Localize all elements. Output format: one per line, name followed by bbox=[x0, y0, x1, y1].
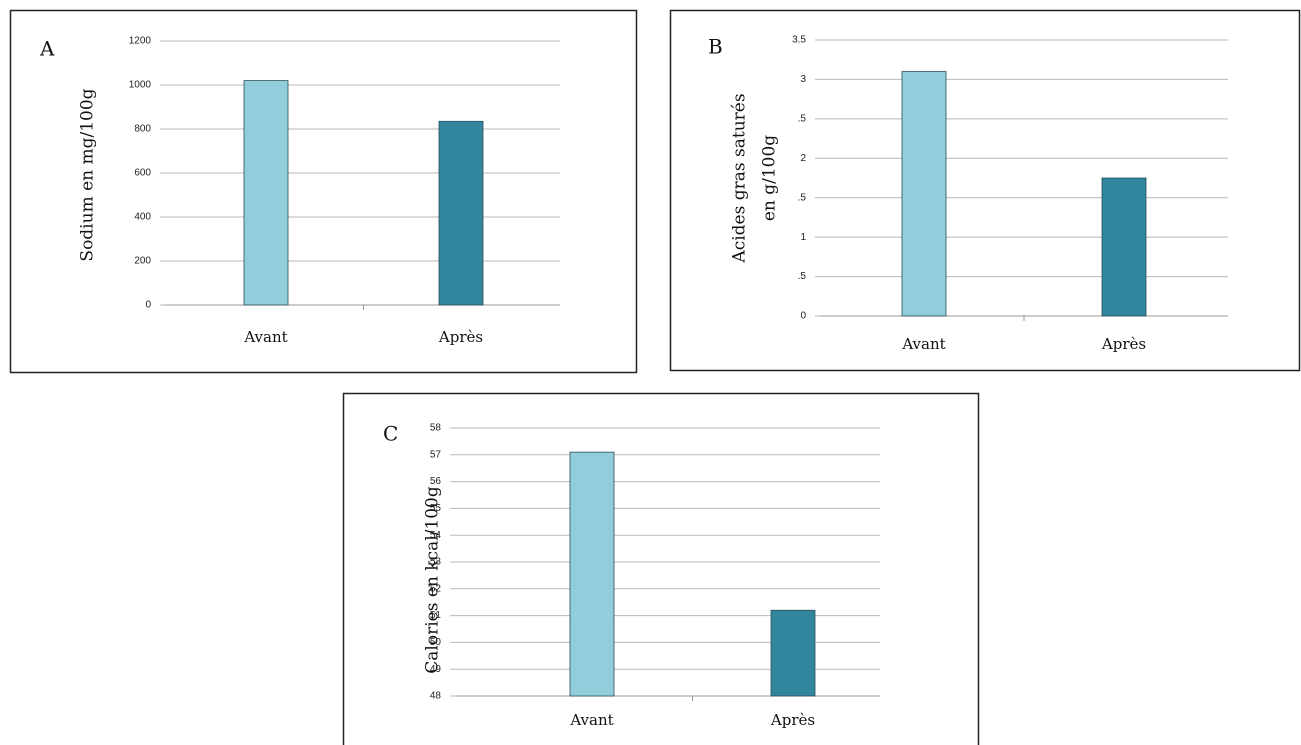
y-tick-label: 600 bbox=[134, 168, 151, 179]
y-tick-label: 58 bbox=[430, 423, 442, 434]
y-axis-label: en g/100g bbox=[760, 135, 780, 221]
bar bbox=[438, 120, 484, 306]
y-tick-label: 1200 bbox=[129, 36, 152, 47]
y-tick-label: 400 bbox=[134, 212, 151, 223]
y-tick-label: 3.5 bbox=[792, 35, 806, 46]
y-tick-label: 0 bbox=[145, 300, 151, 311]
y-tick-label: 49 bbox=[430, 664, 442, 675]
panel-frame bbox=[669, 9, 1301, 372]
bar bbox=[770, 609, 816, 697]
bar bbox=[1101, 177, 1147, 317]
panel-frame bbox=[342, 392, 980, 745]
y-tick-label: .5 bbox=[798, 113, 807, 124]
y-tick-label: 56 bbox=[430, 476, 442, 487]
x-tick-label: Avant bbox=[901, 335, 945, 353]
y-tick-label: 1 bbox=[800, 232, 806, 243]
y-tick-label: 48 bbox=[430, 691, 442, 702]
y-tick-label: 52 bbox=[430, 583, 442, 594]
bar bbox=[243, 80, 289, 306]
y-axis-label: Acides gras saturés bbox=[730, 93, 750, 263]
panel-frame bbox=[9, 9, 638, 374]
y-tick-label: 3 bbox=[800, 74, 806, 85]
x-tick-label: Après bbox=[1101, 335, 1146, 353]
x-tick-label: Après bbox=[438, 328, 483, 346]
bar bbox=[901, 71, 947, 317]
y-tick-label: 0 bbox=[800, 311, 806, 322]
y-tick-label: 2 bbox=[800, 153, 806, 164]
panel-label: B bbox=[708, 35, 723, 59]
y-tick-label: 800 bbox=[134, 124, 151, 135]
y-tick-label: 55 bbox=[430, 503, 442, 514]
y-tick-label: 200 bbox=[134, 256, 151, 267]
y-tick-label: 54 bbox=[430, 530, 442, 541]
y-tick-label: 53 bbox=[430, 557, 442, 568]
panel-label: C bbox=[383, 422, 398, 446]
y-axis-label: Calories en kcal/100g bbox=[423, 486, 443, 674]
x-tick-label: Avant bbox=[569, 711, 613, 729]
y-tick-label: .5 bbox=[798, 271, 807, 282]
y-tick-label: 50 bbox=[430, 637, 442, 648]
y-axis-label: Sodium en mg/100g bbox=[78, 88, 98, 261]
panel-label: A bbox=[39, 37, 55, 61]
y-tick-label: .5 bbox=[798, 192, 807, 203]
x-tick-label: Après bbox=[770, 711, 815, 729]
bar bbox=[569, 451, 615, 697]
x-tick-label: Avant bbox=[243, 328, 287, 346]
y-tick-label: 57 bbox=[430, 449, 442, 460]
y-tick-label: 1000 bbox=[129, 80, 152, 91]
y-tick-label: 51 bbox=[430, 610, 442, 621]
